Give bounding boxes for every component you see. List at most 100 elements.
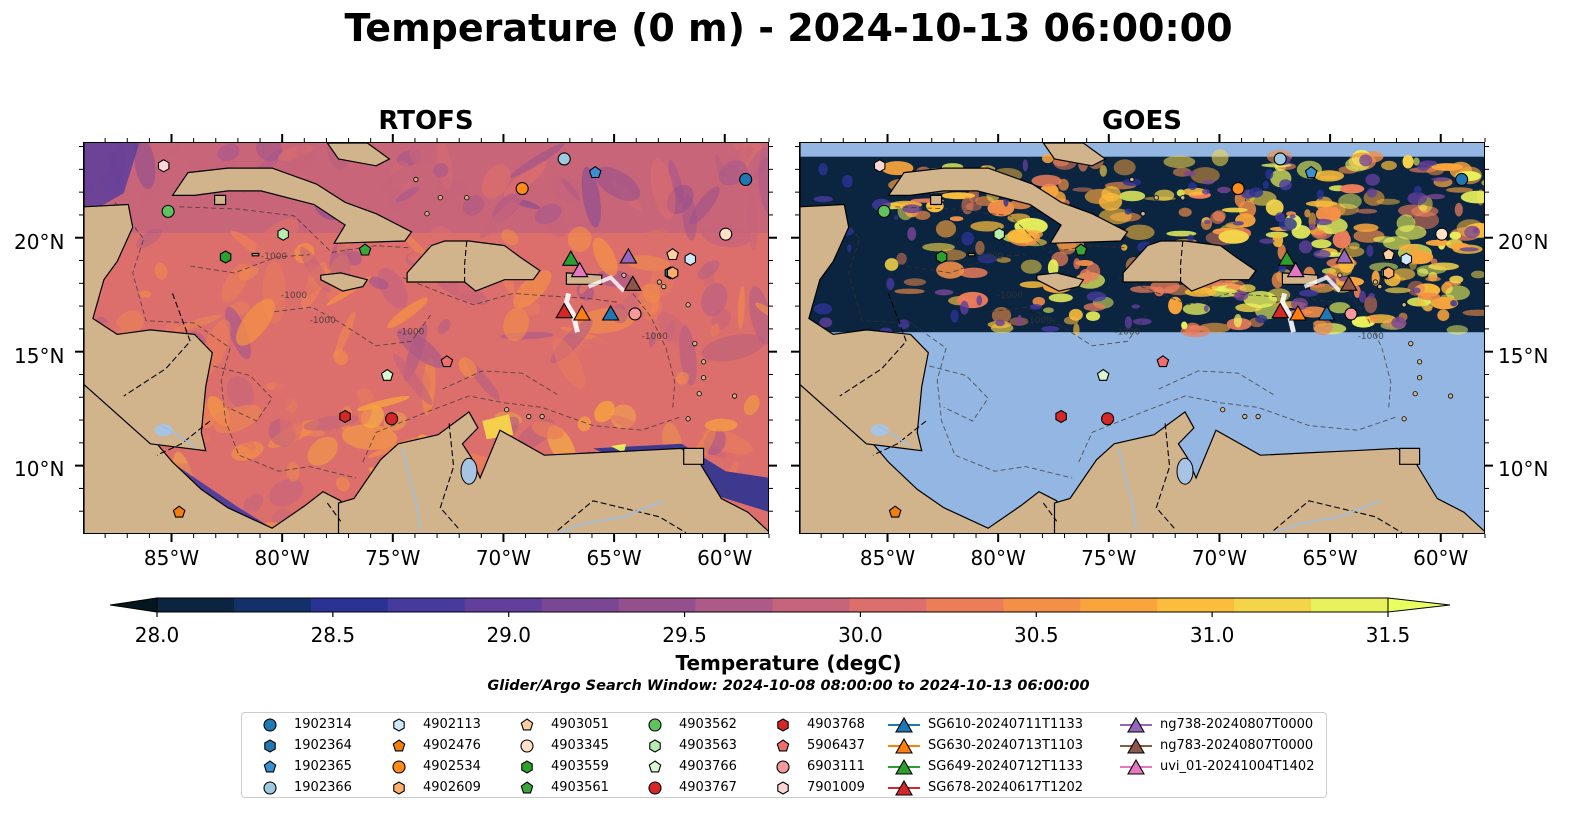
small-island <box>1129 176 1135 183</box>
pentagon-marker-icon <box>263 760 277 773</box>
lon-label: 70°W <box>1191 546 1248 570</box>
triangle-marker-icon <box>888 737 920 754</box>
small-island <box>731 393 738 399</box>
legend-label: SG630-20240713T1103 <box>928 738 1084 753</box>
marker-sg649-20240712t1133 <box>561 250 580 266</box>
rivers <box>161 424 665 533</box>
search-window-caption: Glider/Argo Search Window: 2024-10-08 08… <box>487 678 1090 694</box>
goes-map: -1000-1000-1000-1000-1000-1000-1000 <box>799 142 1485 534</box>
marker-4903561 <box>1074 243 1088 256</box>
legend-label: uvi_01-20241004T1402 <box>1160 759 1315 774</box>
contour-label: -1000 <box>997 291 1023 301</box>
observation-markers <box>157 152 753 518</box>
bathymetry-contours: -1000-1000-1000-1000-1000-1000-1000 <box>808 202 1398 522</box>
small-island <box>1416 359 1423 365</box>
contour-label: -1000 <box>1026 316 1052 326</box>
land-jamaica <box>320 272 369 292</box>
marker-4903768 <box>339 409 351 424</box>
marker-sg610-20240711t1133 <box>1317 304 1336 321</box>
lat-label: 20°N <box>1498 230 1549 254</box>
lon-label: 75°W <box>365 546 421 570</box>
marker-sg630-20240713t1103 <box>1288 304 1307 321</box>
small-island <box>700 359 707 365</box>
marker-4903767 <box>1101 412 1115 426</box>
marker-ng783-20240807t0000 <box>1339 275 1358 291</box>
legend-label: 1902314 <box>294 717 352 732</box>
land-cuba <box>171 167 413 244</box>
circle-marker <box>520 739 534 753</box>
colorbar-bin <box>464 598 543 612</box>
colorbar-under-arrow <box>110 597 158 613</box>
legend-label: 4903767 <box>679 780 737 795</box>
colorbar-tick-label: 28.0 <box>134 623 180 647</box>
triangle-marker <box>1127 716 1145 733</box>
small-island <box>539 413 545 420</box>
marker-4903563 <box>993 227 1005 241</box>
marker-1902365 <box>588 165 602 179</box>
small-island <box>656 279 663 285</box>
legend-label: 1902366 <box>294 780 352 795</box>
small-island <box>1180 195 1186 201</box>
land-hispaniola <box>1122 240 1257 292</box>
colorbar-tick-label: 30.0 <box>838 623 883 647</box>
lat-label: 10°N <box>1498 457 1549 481</box>
marker-4903766 <box>1096 368 1110 381</box>
legend-label: ng738-20240807T0000 <box>1160 717 1314 732</box>
small-island <box>685 416 691 422</box>
lake-nicaragua <box>870 424 889 437</box>
colorbar <box>110 597 1451 617</box>
legend-label: 4902113 <box>423 717 481 732</box>
lake-maracaibo <box>460 457 478 485</box>
marker-ng738-20240807t0000 <box>619 247 638 264</box>
lon-label: 60°W <box>1413 546 1469 570</box>
axis-ticks <box>75 134 1493 542</box>
colorbar-bin <box>772 598 850 612</box>
legend: 1902314 1902364 1902365 1902366 4902113 49024… <box>241 712 1327 798</box>
colorbar-bin <box>310 598 389 612</box>
rtofs-map: -1000-1000-1000-1000-1000-1000-1000 <box>83 142 769 534</box>
legend-label: 4903766 <box>679 759 737 774</box>
marker-6903111 <box>628 307 642 321</box>
glider-track <box>563 292 580 333</box>
pentagon-marker-icon <box>520 718 534 731</box>
marker-4902609 <box>1382 266 1395 280</box>
marker-4903562 <box>877 204 891 218</box>
triangle-marker-icon <box>1120 716 1152 733</box>
colorbar-tick-label: 29.5 <box>662 623 707 647</box>
land-jamaica <box>1036 272 1085 292</box>
hexagon-marker-icon <box>393 781 405 795</box>
colorbar-bin <box>849 598 927 612</box>
contour-label: -1000 <box>261 252 287 262</box>
legend-label: 7901009 <box>807 780 865 795</box>
lon-label: 60°W <box>697 546 753 570</box>
small-island <box>1372 279 1379 285</box>
circle-marker-icon <box>392 760 406 774</box>
small-island <box>1447 393 1454 399</box>
legend-label: 4903051 <box>551 717 609 732</box>
legend-label: 6903111 <box>807 759 865 774</box>
triangle-marker <box>895 758 913 775</box>
marker-4902476 <box>888 505 902 518</box>
small-island <box>1401 302 1407 308</box>
circle-marker <box>263 781 277 795</box>
colorbar-tick-labels: 28.0 28.5 29.0 29.5 30.0 30.5 31.0 31.5 <box>0 623 1577 649</box>
land-bahamas <box>1042 143 1107 167</box>
marker-uvi_01-20241004t1402 <box>570 261 589 278</box>
marker-4902113 <box>684 252 697 266</box>
circle-marker-icon <box>648 718 662 732</box>
figure-title: Temperature (0 m) - 2024-10-13 06:00:00 <box>344 6 1233 50</box>
colorbar-bin <box>695 598 773 612</box>
legend-label: 4903559 <box>551 759 609 774</box>
hexagon-marker <box>264 739 276 753</box>
land-isla-juventud <box>214 194 227 206</box>
colorbar-label: Temperature (degC) <box>675 651 902 675</box>
legend-label: 4903768 <box>807 717 865 732</box>
small-island <box>413 176 419 183</box>
legend-label: ng783-20240807T0000 <box>1160 738 1314 753</box>
colorbar-bin <box>618 598 697 612</box>
hexagon-marker-icon <box>777 718 789 732</box>
small-island <box>1401 416 1407 422</box>
marker-4902113 <box>1400 252 1413 266</box>
colorbar-bin <box>926 598 1004 612</box>
glider-track <box>587 275 626 293</box>
